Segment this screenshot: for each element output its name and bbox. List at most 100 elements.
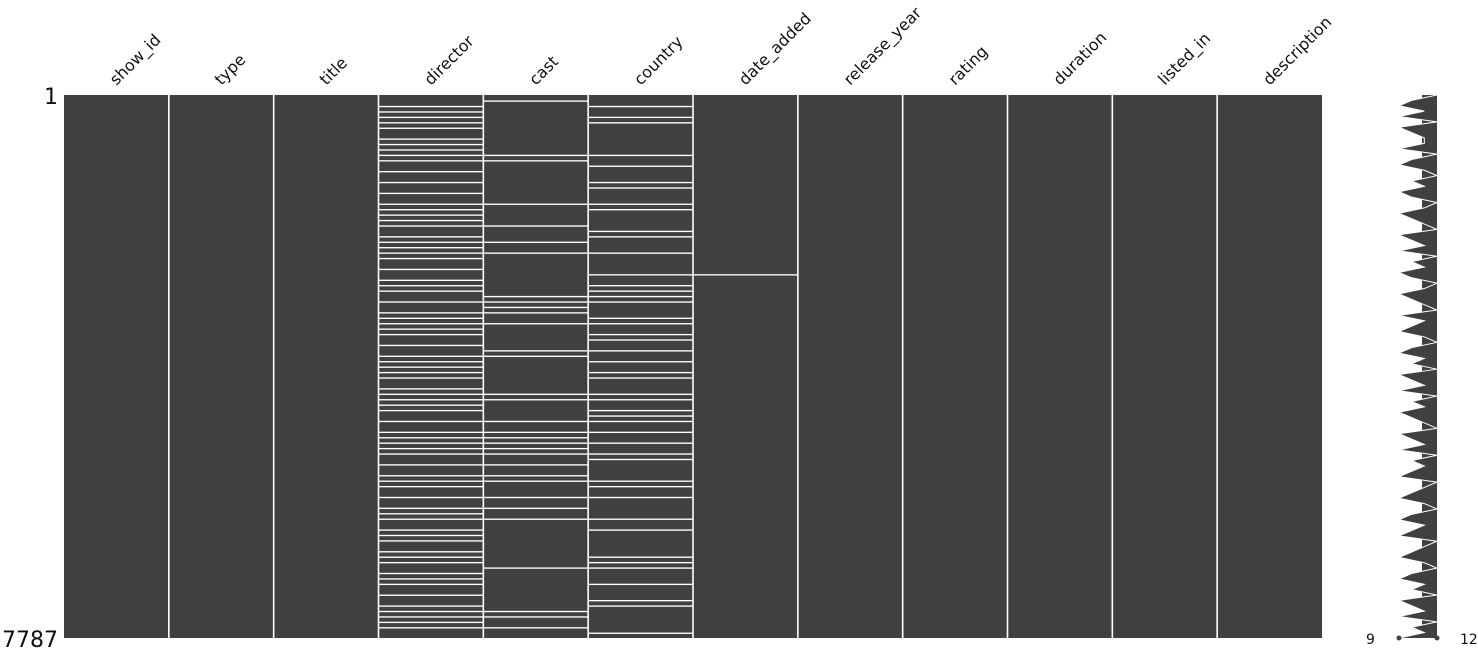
missing-value-line xyxy=(378,437,484,439)
missing-value-line xyxy=(588,458,693,461)
missing-value-line xyxy=(378,290,484,292)
missing-value-line xyxy=(378,475,484,477)
missing-value-line xyxy=(378,209,484,211)
missing-value-line xyxy=(588,317,693,319)
missing-value-line xyxy=(378,447,484,450)
missing-value-line xyxy=(588,485,693,488)
missing-value-line xyxy=(378,388,484,390)
missing-value-line xyxy=(483,355,589,357)
column-label: cast xyxy=(525,52,562,89)
missing-value-line xyxy=(483,154,589,157)
missing-value-line xyxy=(378,192,484,195)
missing-value-line xyxy=(378,257,484,260)
sparkline-layer: 9 12 xyxy=(1366,94,1478,648)
missing-value-line xyxy=(483,431,589,434)
missing-value-line xyxy=(378,399,484,401)
column-label-layer: show_id type title director cast country date_… xyxy=(106,3,1336,90)
column-label: country xyxy=(630,32,687,89)
missing-value-line xyxy=(378,247,484,249)
missing-value-line xyxy=(378,225,484,227)
missing-value-line xyxy=(693,274,798,276)
missing-value-line xyxy=(378,556,484,558)
missing-value-line xyxy=(483,225,589,227)
missing-value-line xyxy=(588,583,693,586)
missing-value-line xyxy=(378,214,484,216)
missing-value-line xyxy=(483,323,589,325)
missing-value-line xyxy=(483,203,589,205)
missing-value-line xyxy=(378,518,484,520)
missing-value-line xyxy=(588,561,693,564)
missing-value-line xyxy=(378,317,484,319)
column-label: show_id xyxy=(106,30,165,89)
missing-value-line xyxy=(483,518,589,520)
column-label: rating xyxy=(944,42,991,89)
missing-value-line xyxy=(378,551,484,553)
missing-value-line xyxy=(588,274,693,276)
missing-value-line xyxy=(588,333,693,336)
missing-value-line xyxy=(588,393,693,395)
missing-value-line xyxy=(588,236,693,238)
missing-value-line xyxy=(483,627,589,629)
missing-value-line xyxy=(378,333,484,336)
missing-value-line xyxy=(483,496,589,499)
missing-value-line xyxy=(378,583,484,586)
missing-value-line xyxy=(588,453,693,455)
missing-value-line xyxy=(378,431,484,434)
missing-value-line xyxy=(378,252,484,254)
missing-value-line xyxy=(378,171,484,173)
missing-value-line xyxy=(378,409,484,412)
missing-value-line xyxy=(588,122,693,124)
sparkline-max-marker xyxy=(1434,635,1440,641)
missing-value-line xyxy=(588,442,693,444)
missing-value-line xyxy=(483,480,589,482)
missing-value-line xyxy=(378,279,484,281)
missing-value-line xyxy=(483,442,589,444)
missing-value-line xyxy=(483,306,589,309)
missing-value-line xyxy=(378,529,484,531)
missing-value-line xyxy=(378,241,484,243)
missing-value-line xyxy=(378,371,484,374)
missing-value-line xyxy=(378,160,484,162)
missing-value-line xyxy=(588,371,693,374)
sparkline-max-label: 12 xyxy=(1460,632,1478,648)
column-label: director xyxy=(420,31,478,89)
missing-value-line xyxy=(483,437,589,439)
missing-value-line xyxy=(588,605,693,607)
missing-value-line xyxy=(588,165,693,167)
missing-value-line xyxy=(588,181,693,184)
column-label: listed_in xyxy=(1154,29,1215,90)
missing-value-line xyxy=(378,420,484,423)
missing-value-line xyxy=(378,480,484,482)
missing-value-line xyxy=(378,236,484,238)
missing-value-line xyxy=(483,301,589,303)
missing-value-line xyxy=(378,404,484,406)
missing-value-line xyxy=(378,328,484,330)
missing-value-line xyxy=(483,610,589,613)
missing-value-line xyxy=(588,116,693,119)
missing-value-line xyxy=(483,312,589,314)
missing-value-line xyxy=(378,116,484,119)
missing-value-line xyxy=(483,160,589,162)
missing-value-line xyxy=(588,209,693,211)
y-tick-label: 1 xyxy=(44,85,58,110)
sparkline-min-label: 9 xyxy=(1366,632,1375,648)
missing-value-line xyxy=(483,616,589,618)
missing-value-line xyxy=(378,496,484,499)
missing-value-line xyxy=(378,627,484,629)
missing-value-line xyxy=(588,409,693,412)
missing-value-line xyxy=(483,567,589,569)
missing-value-line xyxy=(378,594,484,596)
sparkline-line xyxy=(1397,94,1439,639)
missing-value-line xyxy=(483,399,589,401)
missing-value-line xyxy=(588,632,693,634)
y-tick-layer: 1 7787 xyxy=(2,85,58,653)
missing-value-line xyxy=(588,230,693,233)
missing-value-line xyxy=(588,529,693,531)
missing-value-line xyxy=(378,143,484,146)
missing-value-line xyxy=(588,295,693,298)
missing-value-line xyxy=(588,567,693,569)
missing-value-line xyxy=(483,464,589,466)
missing-value-line xyxy=(588,105,693,108)
